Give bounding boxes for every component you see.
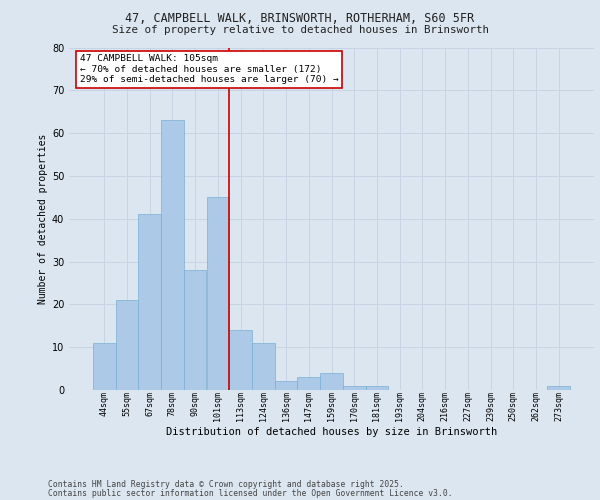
Bar [116,300,139,390]
Text: Contains HM Land Registry data © Crown copyright and database right 2025.: Contains HM Land Registry data © Crown c… [48,480,404,489]
Bar [206,198,229,390]
Bar [229,330,252,390]
X-axis label: Distribution of detached houses by size in Brinsworth: Distribution of detached houses by size … [166,427,497,437]
Bar [320,373,343,390]
Text: 47, CAMPBELL WALK, BRINSWORTH, ROTHERHAM, S60 5FR: 47, CAMPBELL WALK, BRINSWORTH, ROTHERHAM… [125,12,475,26]
Bar [298,377,320,390]
Bar [161,120,184,390]
Bar [252,343,275,390]
Text: 47 CAMPBELL WALK: 105sqm
← 70% of detached houses are smaller (172)
29% of semi-: 47 CAMPBELL WALK: 105sqm ← 70% of detach… [79,54,338,84]
Text: Size of property relative to detached houses in Brinsworth: Size of property relative to detached ho… [112,25,488,35]
Bar [184,270,206,390]
Text: Contains public sector information licensed under the Open Government Licence v3: Contains public sector information licen… [48,488,452,498]
Bar [365,386,388,390]
Bar [139,214,161,390]
Y-axis label: Number of detached properties: Number of detached properties [38,134,47,304]
Bar [343,386,365,390]
Bar [93,343,116,390]
Bar [275,382,298,390]
Bar [547,386,570,390]
